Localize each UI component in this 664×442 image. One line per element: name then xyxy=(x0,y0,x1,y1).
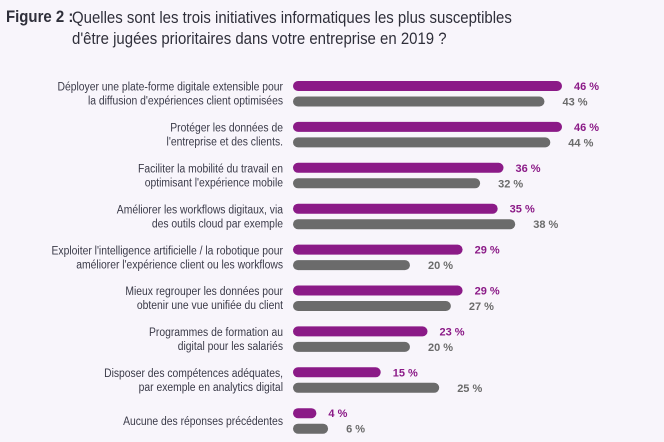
bar-series-2 xyxy=(293,137,551,148)
bar-series-2 xyxy=(293,382,440,393)
category-label: améliorer l'expérience client ou les wor… xyxy=(76,259,283,272)
category-label: Mieux regrouper les données pour xyxy=(125,286,283,299)
data-label-series-2: 27 % xyxy=(469,301,494,313)
category-label: l'entreprise et des clients. xyxy=(167,136,283,149)
category-label: Aucune des réponses précédentes xyxy=(123,415,283,428)
figure-label: Figure 2 : xyxy=(6,7,74,26)
chart-title: Quelles sont les trois initiatives infor… xyxy=(72,7,565,49)
data-label-series-2: 44 % xyxy=(568,137,593,149)
data-label-series-2: 6 % xyxy=(346,424,365,436)
bar-series-2 xyxy=(293,260,410,271)
data-label-series-2: 32 % xyxy=(498,178,523,190)
category-label: obtenir une vue unifiée du client xyxy=(137,300,283,313)
category-label: la diffusion d'expériences client optimi… xyxy=(88,95,284,108)
category-label: Exploiter l'intelligence artificielle / … xyxy=(52,245,284,258)
category-label: Programmes de formation au xyxy=(149,327,283,340)
data-label-series-2: 20 % xyxy=(428,260,453,272)
category-group: Exploiter l'intelligence artificielle / … xyxy=(52,244,500,272)
data-label-series-1: 35 % xyxy=(510,204,535,216)
bar-series-1 xyxy=(293,408,317,419)
bar-series-1 xyxy=(293,203,498,214)
bar-series-2 xyxy=(293,301,451,311)
bar-series-2 xyxy=(293,178,481,189)
data-label-series-1: 23 % xyxy=(440,326,465,338)
category-label: digital pour les salariés xyxy=(178,341,284,354)
data-label-series-2: 43 % xyxy=(562,97,587,109)
data-label-series-1: 36 % xyxy=(516,163,541,175)
bar-series-1 xyxy=(293,285,463,296)
data-label-series-1: 4 % xyxy=(328,408,347,420)
data-label-series-1: 29 % xyxy=(475,245,500,257)
data-label-series-2: 20 % xyxy=(428,342,453,354)
category-label: Protéger les données de xyxy=(170,122,283,135)
category-group: Protéger les données del'entreprise et d… xyxy=(167,122,600,150)
chart-title-line-2: d'être jugées prioritaires dans votre en… xyxy=(72,29,447,48)
bar-series-2 xyxy=(293,341,410,352)
data-label-series-1: 46 % xyxy=(574,81,599,93)
bar-series-2 xyxy=(293,423,329,434)
bar-series-1 xyxy=(293,121,562,132)
category-label: Améliorer les workflows digitaux, via xyxy=(117,204,284,217)
category-group: Aucune des réponses précédentes 4 % 6 % xyxy=(123,408,365,436)
bar-series-1 xyxy=(293,367,381,378)
bar-series-1 xyxy=(293,326,428,337)
data-label-series-2: 38 % xyxy=(533,219,558,231)
category-label: par exemple en analytics digital xyxy=(139,382,283,395)
chart-title-line-1: Quelles sont les trois initiatives infor… xyxy=(72,8,512,27)
data-label-series-1: 15 % xyxy=(393,367,418,379)
data-label-series-1: 46 % xyxy=(574,122,599,134)
bar-series-2 xyxy=(293,219,516,230)
category-group: Améliorer les workflows digitaux, viades… xyxy=(117,203,559,231)
category-group: Mieux regrouper les données pourobtenir … xyxy=(125,285,500,313)
category-group: Disposer des compétences adéquates,par e… xyxy=(104,367,482,395)
bar-series-2 xyxy=(293,96,545,107)
category-label: Faciliter la mobilité du travail en xyxy=(138,163,283,176)
category-label: Déployer une plate-forme digitale extens… xyxy=(58,81,284,94)
category-group: Déployer une plate-forme digitale extens… xyxy=(58,81,599,109)
data-label-series-1: 29 % xyxy=(475,286,500,298)
category-label: des outils cloud par exemple xyxy=(152,218,283,231)
data-label-series-2: 25 % xyxy=(457,383,482,395)
bar-series-1 xyxy=(293,81,562,91)
category-label: Disposer des compétences adéquates, xyxy=(104,368,283,381)
bar-series-1 xyxy=(293,162,504,173)
bar-series-1 xyxy=(293,244,463,255)
category-group: Faciliter la mobilité du travail enoptim… xyxy=(138,162,541,190)
category-label: optimisant l'expérience mobile xyxy=(145,177,283,190)
